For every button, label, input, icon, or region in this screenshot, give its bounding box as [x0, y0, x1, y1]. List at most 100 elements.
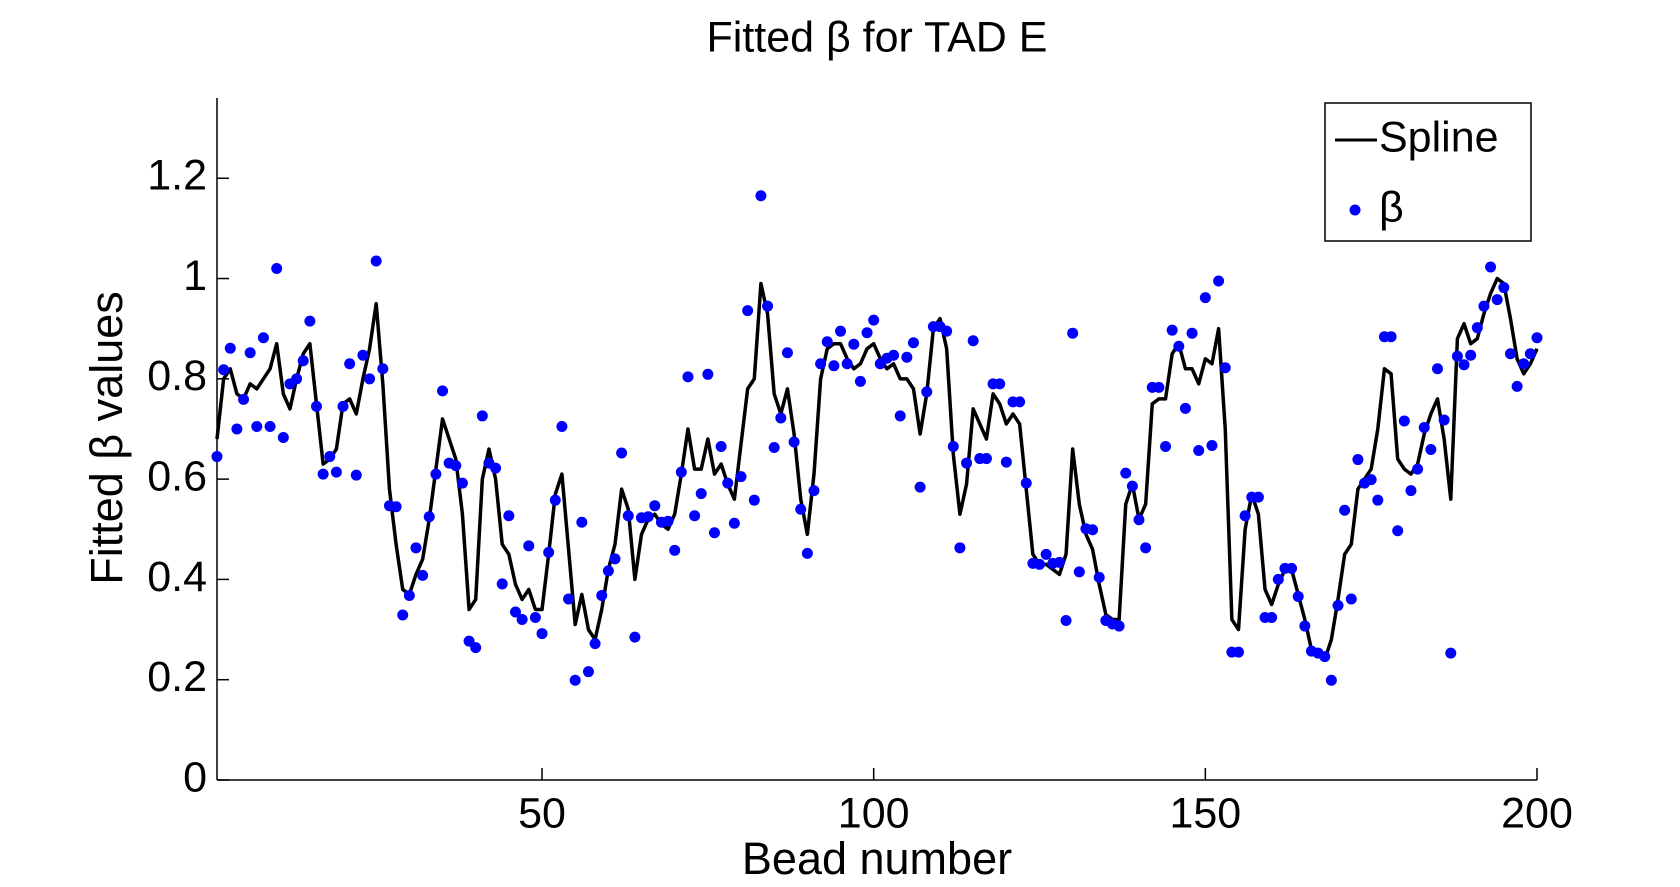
- data-point: [1425, 444, 1437, 456]
- data-point: [1053, 556, 1065, 568]
- data-point: [1067, 327, 1079, 339]
- legend-box: [1324, 102, 1532, 242]
- data-point: [1186, 327, 1198, 339]
- data-point: [297, 355, 309, 367]
- data-point: [914, 481, 926, 493]
- data-point: [1491, 294, 1503, 306]
- data-point: [496, 578, 508, 590]
- data-point: [1239, 510, 1251, 522]
- data-point: [921, 386, 933, 398]
- data-point: [1166, 324, 1178, 336]
- data-point: [1352, 454, 1364, 466]
- data-point: [509, 606, 521, 618]
- data-point: [1471, 322, 1483, 334]
- data-point: [536, 628, 548, 640]
- data-point: [1372, 494, 1384, 506]
- data-point: [815, 358, 827, 370]
- data-point: [1345, 593, 1357, 605]
- data-point: [529, 612, 541, 624]
- data-point: [1213, 275, 1225, 287]
- data-point: [768, 442, 780, 454]
- data-point: [735, 471, 747, 483]
- data-point: [357, 349, 369, 361]
- data-point: [1292, 590, 1304, 602]
- data-point: [775, 412, 787, 424]
- data-point: [894, 410, 906, 422]
- data-point: [450, 460, 462, 472]
- data-point: [317, 468, 329, 480]
- data-point: [1319, 651, 1331, 663]
- data-point: [675, 466, 687, 478]
- data-point: [762, 300, 774, 312]
- x-tick-label: 50: [518, 789, 566, 837]
- data-point: [1113, 620, 1125, 632]
- data-point: [1418, 421, 1430, 433]
- data-point: [1034, 558, 1046, 570]
- data-point: [1438, 414, 1450, 426]
- data-point: [1524, 348, 1536, 360]
- legend-label: β: [1379, 183, 1404, 231]
- data-point: [1093, 571, 1105, 583]
- data-point: [1173, 340, 1185, 352]
- data-point: [1511, 380, 1523, 392]
- data-point: [251, 420, 263, 432]
- data-point: [1266, 612, 1278, 624]
- y-axis-label: Fitted β values: [81, 291, 132, 585]
- data-point: [722, 477, 734, 489]
- y-tick-label: 0.8: [147, 352, 207, 400]
- data-point: [728, 517, 740, 529]
- data-point: [808, 485, 820, 497]
- data-point: [742, 305, 754, 317]
- data-point: [682, 371, 694, 383]
- data-point: [689, 510, 701, 522]
- y-tick-label: 1.2: [147, 152, 207, 200]
- data-point: [868, 314, 880, 326]
- data-point: [257, 332, 269, 344]
- data-point: [715, 441, 727, 453]
- data-point: [662, 515, 674, 527]
- data-point: [1465, 349, 1477, 361]
- data-point: [642, 511, 654, 523]
- data-point: [271, 263, 283, 274]
- data-point: [1199, 292, 1211, 304]
- y-tick-label: 0.2: [147, 653, 207, 701]
- data-point: [364, 373, 376, 385]
- data-point: [854, 375, 866, 387]
- data-point: [708, 527, 720, 539]
- data-point: [569, 674, 581, 686]
- data-point: [476, 410, 488, 422]
- data-point: [1060, 615, 1072, 627]
- data-point: [1325, 674, 1337, 686]
- data-point: [1458, 359, 1470, 371]
- data-point: [231, 423, 243, 435]
- data-point: [994, 378, 1006, 390]
- data-point: [1518, 358, 1530, 370]
- data-point: [582, 666, 594, 678]
- data-point: [417, 569, 429, 581]
- data-point: [350, 469, 362, 481]
- x-tick-label: 150: [1169, 789, 1241, 837]
- data-point: [277, 431, 289, 443]
- data-point: [556, 420, 568, 432]
- data-point: [861, 327, 873, 339]
- data-point: [470, 642, 482, 654]
- chart-title: Fitted β for TAD E: [707, 13, 1048, 61]
- data-point: [967, 335, 979, 347]
- data-point: [563, 593, 575, 605]
- data-point: [1219, 362, 1231, 374]
- data-point: [1445, 647, 1457, 659]
- data-point: [1000, 456, 1012, 468]
- data-point: [669, 544, 681, 556]
- data-point: [1206, 440, 1218, 452]
- data-point: [1233, 646, 1245, 658]
- data-point: [1193, 445, 1205, 457]
- data-point: [1432, 363, 1444, 375]
- data-point: [980, 453, 992, 465]
- data-point: [324, 451, 336, 463]
- data-point: [1398, 415, 1410, 427]
- data-point: [941, 325, 953, 337]
- data-point: [1332, 599, 1344, 611]
- data-point: [629, 631, 641, 643]
- data-point: [1478, 300, 1490, 312]
